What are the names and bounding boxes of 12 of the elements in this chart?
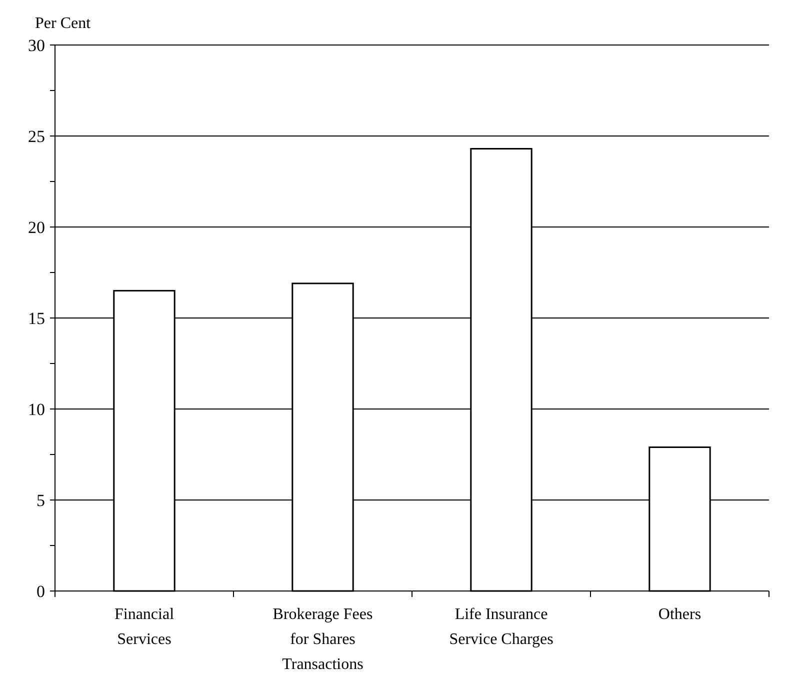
y-tick-label: 10 xyxy=(28,400,45,419)
x-tick-label: Financial Services xyxy=(114,606,175,648)
y-tick-label: 0 xyxy=(36,582,45,601)
x-tick-label: Brokerage Fees for Shares Transactions xyxy=(272,606,373,673)
y-tick-label: 15 xyxy=(28,308,45,328)
y-tick-label: 25 xyxy=(28,126,45,146)
y-tick-label: 30 xyxy=(28,36,45,55)
y-axis-title: Per Cent xyxy=(35,15,92,32)
y-tick-label: 5 xyxy=(36,490,45,510)
x-tick-label: Life Insurance Service Charges xyxy=(449,606,554,648)
y-tick-label: 20 xyxy=(28,218,45,237)
x-tick-label: Others xyxy=(658,606,702,623)
